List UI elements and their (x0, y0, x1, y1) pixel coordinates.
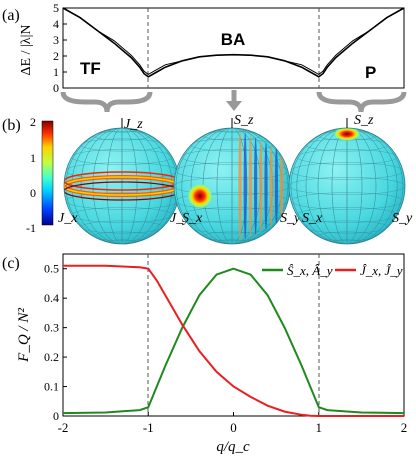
axis-label-left: S_x (302, 211, 323, 226)
legend-label-green: Ŝ_x, Â_y (287, 263, 333, 278)
tick-label: 2 (53, 49, 59, 63)
longitude-line (190, 128, 274, 244)
axis-label-right: S_y (280, 211, 301, 226)
panel-a-axes (62, 7, 405, 89)
tick-label: 0 (230, 420, 237, 435)
tick-label: -1 (143, 420, 154, 435)
axis-label-left: J_x (58, 211, 78, 226)
tick-label: 3 (53, 33, 59, 47)
longitude-line (305, 128, 389, 244)
interference-stripe (280, 150, 284, 222)
ring-band-lower (64, 181, 180, 201)
axis-label-top: J_z (124, 117, 143, 132)
axis-label-top: S_z (234, 113, 254, 128)
colorbar-tick: -1 (26, 221, 36, 235)
series-line-0 (62, 267, 405, 415)
interference-stripe (248, 135, 252, 237)
connectors (60, 90, 407, 113)
sphere-surface (64, 128, 180, 244)
arrow-head (226, 101, 242, 111)
panel-c-ylabel: F_Q / N² (16, 308, 32, 363)
panel-c-xlabel: q/q_c (216, 439, 250, 455)
panel-b-label: (b) (2, 117, 21, 134)
tick-label: 0.3 (44, 321, 59, 335)
interference-stripe (274, 147, 278, 225)
longitude-line (80, 128, 164, 244)
tick-label: 4 (53, 17, 59, 31)
panel-a-yticks: 0 1 2 3 4 5 (53, 1, 67, 95)
sphere-p: S_z S_x S_y (288, 113, 413, 245)
tick-label: 1 (53, 65, 59, 79)
longitude-line (216, 128, 248, 244)
ring-band-core (64, 176, 180, 196)
interference-stripe (254, 137, 258, 235)
series-line-1 (63, 264, 404, 417)
tick-label: 0.4 (44, 291, 59, 305)
tick-label: 2 (401, 420, 408, 435)
axis-label-right: S_y (392, 211, 413, 226)
interference-stripe (264, 142, 268, 230)
phase-label-tf: TF (80, 59, 101, 78)
longitude-line (231, 128, 233, 244)
hot-spot (187, 183, 213, 209)
tick-label: 1 (316, 420, 323, 435)
interference-stripe (269, 145, 273, 227)
tick-label: 0.2 (44, 350, 59, 364)
phase-label-ba: BA (221, 30, 246, 49)
axis-label-left: S_x (182, 211, 203, 226)
fisher-curves (62, 264, 405, 417)
panel-c-yticks: 0 0.1 0.2 0.3 0.4 0.5 (44, 262, 67, 423)
panel-a-ylabel: ΔE / |λ|N (19, 25, 34, 76)
longitude-line (331, 128, 363, 244)
longitude-line (106, 128, 138, 244)
tick-label: 0 (53, 409, 59, 423)
panel-a: (a) 0 1 2 3 4 5 ΔE / |λ|N TF BA P (2, 1, 405, 95)
sphere-surface (289, 128, 405, 244)
interference-stripe (259, 140, 263, 232)
longitude-line (317, 128, 377, 244)
colorbar-tick: 0 (30, 186, 36, 200)
sphere-ba: S_z S_x S_y (173, 113, 301, 245)
tick-label: 0.1 (44, 380, 59, 394)
panel-c-axes (62, 253, 405, 417)
tick-label: 5 (53, 1, 59, 15)
colorbar-tick: 1 (30, 151, 36, 165)
colorbar (41, 120, 54, 226)
interference-stripe (243, 132, 247, 240)
tick-label: 0 (53, 81, 59, 95)
sphere-tf: J_z J_x J_y (58, 117, 190, 245)
longitude-line (296, 128, 398, 244)
tick-label: 0.5 (44, 262, 59, 276)
phase-label-p: P (365, 63, 376, 82)
gap-curve-branch (62, 7, 405, 75)
ring-band-upper (64, 171, 180, 191)
latitude-line (174, 177, 290, 195)
tick-label: -2 (58, 420, 69, 435)
longitude-line (175, 128, 289, 244)
longitude-line (290, 128, 404, 244)
axis-label-top: S_z (354, 113, 374, 128)
legend: Ŝ_x, Â_y Ĵ_x, Ĵ_y (262, 263, 403, 278)
panel-c-label: (c) (2, 255, 20, 272)
longitude-line (346, 128, 348, 244)
panel-a-label: (a) (2, 7, 20, 24)
colorbar-tick: 2 (30, 115, 36, 129)
longitude-line (121, 128, 123, 244)
brace-right (316, 91, 407, 113)
brace-left (60, 91, 153, 113)
interference-stripe (238, 130, 242, 242)
panel-b: (b) 2 1 0 -1 J_z J_x J_y (2, 113, 413, 245)
hot-spot (333, 127, 361, 141)
latitude-line (289, 177, 405, 195)
legend-label-red: Ĵ_x, Ĵ_y (360, 263, 403, 278)
gap-curves (62, 7, 405, 78)
longitude-line (92, 128, 152, 244)
panel-c: (c) 0 0.1 0.2 0.3 0.4 0.5 -2 -1 0 1 2 F_Q / N² q/… (2, 253, 408, 455)
